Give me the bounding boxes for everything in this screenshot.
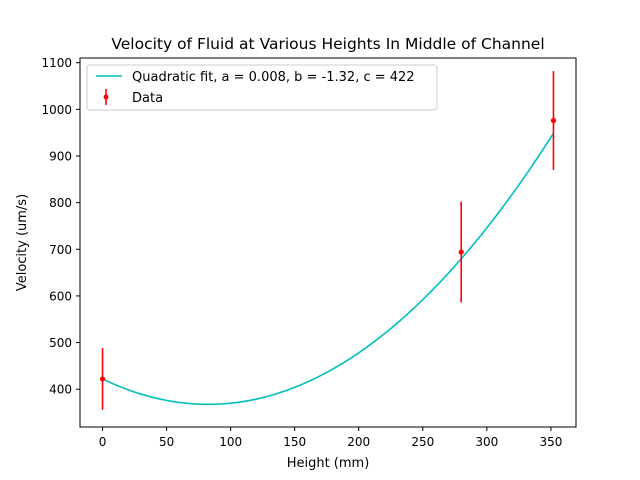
x-axis-label: Height (mm) [287,456,370,471]
y-tick-label: 500 [49,336,72,350]
y-tick-label: 900 [49,149,72,163]
x-tick-label: 0 [99,435,107,449]
x-tick-label: 150 [283,435,306,449]
x-tick-label: 100 [219,435,242,449]
legend-box [86,64,438,111]
y-tick-label: 600 [49,289,72,303]
data-point [99,376,106,382]
data-point [550,117,557,124]
plot-area [99,71,557,410]
y-tick-label: 1100 [41,56,72,70]
fit-curve [102,132,555,406]
y-tick-label: 700 [49,243,72,257]
x-tick-label: 250 [411,435,434,449]
x-tick-label: 300 [475,435,498,449]
legend-fit-label: Quadratic fit, a = 0.008, b = -1.32, c =… [132,70,415,85]
axes-frame [79,57,577,428]
legend: Quadratic fit, a = 0.008, b = -1.32, c =… [86,64,438,111]
y-tick-label: 1000 [41,103,72,117]
x-axis: 0 50 100 150 200 250 300 350 [99,427,562,449]
x-tick-label: 200 [347,435,370,449]
legend-data-label: Data [132,91,163,106]
y-tick-label: 400 [49,383,72,397]
chart-title: Velocity of Fluid at Various Heights In … [111,35,544,53]
x-tick-label: 50 [159,435,174,449]
x-tick-label: 350 [539,435,562,449]
y-tick-label: 800 [49,196,72,210]
y-axis-label: Velocity (um/s) [15,194,30,291]
data-point [458,249,464,255]
y-axis: 400 500 600 700 800 900 1000 1100 [41,56,80,397]
legend-data-marker [103,94,109,100]
